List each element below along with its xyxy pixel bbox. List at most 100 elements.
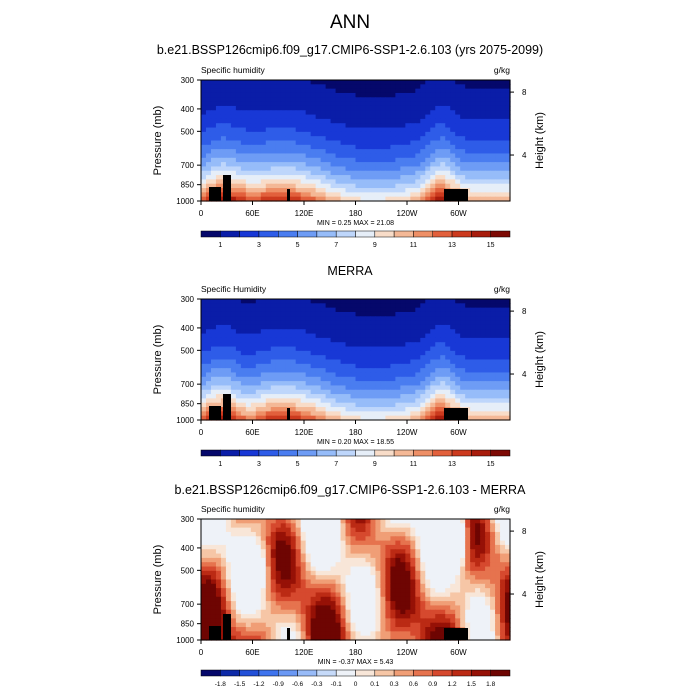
field-cell <box>480 549 486 555</box>
field-cell <box>315 381 322 387</box>
field-cell <box>220 316 227 322</box>
field-cell <box>345 536 352 542</box>
field-cell <box>465 127 471 133</box>
field-cell <box>210 101 217 107</box>
field-cell <box>420 346 426 352</box>
field-cell <box>395 80 401 85</box>
field-cell <box>280 144 287 150</box>
field-cell <box>270 88 277 94</box>
field-cell <box>240 596 247 602</box>
field-cell <box>210 389 217 395</box>
field-cell <box>390 385 396 391</box>
field-cell <box>385 536 391 542</box>
field-cell <box>320 196 327 202</box>
field-cell <box>430 110 436 116</box>
field-cell <box>255 320 262 326</box>
field-cell <box>475 519 481 524</box>
field-cell <box>445 307 451 313</box>
field-cell <box>340 570 347 576</box>
field-cell <box>280 363 287 369</box>
field-cell <box>450 183 456 189</box>
field-cell <box>335 166 342 172</box>
field-cell <box>475 531 481 537</box>
field-cell <box>345 320 352 326</box>
field-cell <box>290 307 297 313</box>
field-cell <box>495 553 501 559</box>
field-cell <box>335 557 342 563</box>
field-cell <box>240 359 247 365</box>
field-cell <box>295 372 302 378</box>
field-cell <box>350 363 357 369</box>
field-cell <box>210 183 217 189</box>
field-cell <box>490 157 496 163</box>
field-cell <box>230 562 237 568</box>
field-cell <box>430 175 436 180</box>
field-cell <box>410 609 416 615</box>
field-cell <box>250 166 257 172</box>
field-cell <box>245 407 252 412</box>
field-cell <box>280 536 287 542</box>
field-cell <box>395 127 401 133</box>
field-cell <box>380 583 386 589</box>
field-cell <box>225 553 232 559</box>
field-cell <box>475 144 481 150</box>
field-cell <box>410 179 416 185</box>
field-cell <box>475 553 481 559</box>
field-cell <box>490 579 496 585</box>
field-cell <box>305 88 312 94</box>
field-cell <box>320 350 327 356</box>
field-cell <box>430 562 436 568</box>
field-cell <box>370 118 377 124</box>
field-cell <box>255 118 262 124</box>
field-cell <box>240 329 247 335</box>
field-cell <box>210 140 217 146</box>
field-cell <box>215 557 222 563</box>
field-cell <box>410 359 416 365</box>
field-cell <box>225 588 232 594</box>
field-cell <box>475 170 481 176</box>
field-cell <box>485 609 491 615</box>
field-cell <box>315 605 322 611</box>
field-cell <box>315 92 322 98</box>
field-cell <box>495 127 501 133</box>
field-cell <box>440 519 446 524</box>
field-cell <box>255 368 262 374</box>
field-cell <box>400 188 406 193</box>
field-cell <box>395 402 401 408</box>
field-cell <box>425 372 431 378</box>
field-cell <box>395 97 401 103</box>
field-cell <box>340 88 347 94</box>
field-cell <box>320 583 327 589</box>
field-cell <box>315 105 322 111</box>
field-cell <box>460 355 466 361</box>
field-cell <box>270 402 277 408</box>
field-cell <box>280 192 287 198</box>
field-cell <box>490 123 496 129</box>
field-cell <box>230 605 237 611</box>
field-cell <box>345 179 352 185</box>
field-cell <box>201 136 207 142</box>
topography-mask <box>223 175 231 201</box>
field-cell <box>475 596 481 602</box>
field-cell <box>450 381 456 387</box>
field-cell <box>285 519 292 524</box>
field-cell <box>330 162 337 168</box>
field-cell <box>235 566 242 572</box>
field-cell <box>385 402 391 408</box>
field-cell <box>380 527 386 533</box>
field-cell <box>235 324 242 330</box>
field-cell <box>360 523 367 529</box>
field-cell <box>355 588 362 594</box>
field-cell <box>240 105 247 111</box>
field-cell <box>505 389 511 395</box>
field-cell <box>410 605 416 611</box>
field-cell <box>485 596 491 602</box>
field-cell <box>495 303 501 309</box>
field-cell <box>465 553 471 559</box>
field-cell <box>390 149 396 155</box>
field-cell <box>405 601 411 607</box>
field-cell <box>435 299 441 304</box>
field-cell <box>295 566 302 572</box>
field-cell <box>280 588 287 594</box>
field-cell <box>265 544 272 550</box>
